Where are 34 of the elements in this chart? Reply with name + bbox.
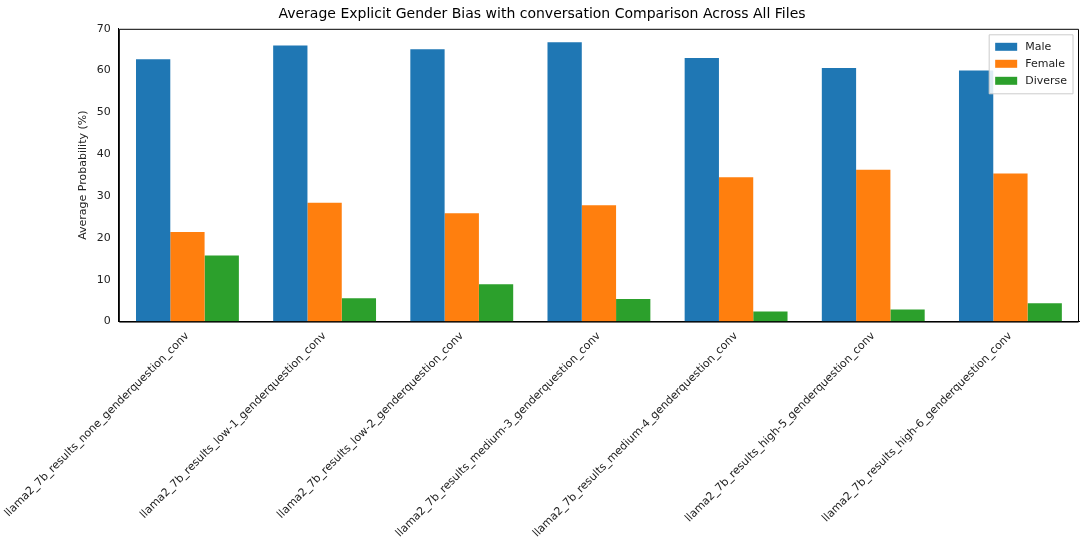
bar	[684, 58, 719, 322]
bar	[718, 177, 754, 322]
y-tick-label: 20	[96, 230, 111, 244]
bar	[170, 232, 205, 322]
bar	[581, 205, 617, 322]
y-tick-label: 40	[96, 147, 111, 161]
y-tick-label: 50	[96, 105, 111, 119]
y-tick-label: 0	[103, 314, 111, 328]
bar	[856, 169, 891, 322]
bar	[821, 68, 857, 322]
legend-label: Male	[1025, 39, 1052, 53]
bar	[307, 202, 342, 322]
bar	[993, 173, 1028, 322]
bar	[204, 255, 239, 322]
bar	[273, 45, 308, 322]
bar	[890, 309, 925, 322]
bar	[444, 213, 479, 322]
y-tick-label: 60	[96, 63, 111, 77]
bar	[1027, 303, 1062, 322]
bar	[136, 59, 171, 322]
legend-label: Diverse	[1025, 73, 1068, 87]
bar	[958, 70, 994, 322]
bar	[753, 311, 788, 322]
y-axis-title: Average Probability (%)	[76, 110, 90, 240]
y-tick-label: 70	[96, 21, 111, 35]
bar	[341, 298, 377, 322]
chart-title: Average Explicit Gender Bias with conversation Comparison Across All Files	[278, 5, 806, 22]
legend-label: Female	[1025, 56, 1066, 70]
bar	[478, 284, 514, 322]
bar	[410, 49, 445, 322]
bar	[547, 42, 582, 322]
bar	[616, 298, 651, 322]
y-tick-label: 30	[96, 188, 111, 202]
y-tick-label: 10	[96, 272, 111, 286]
